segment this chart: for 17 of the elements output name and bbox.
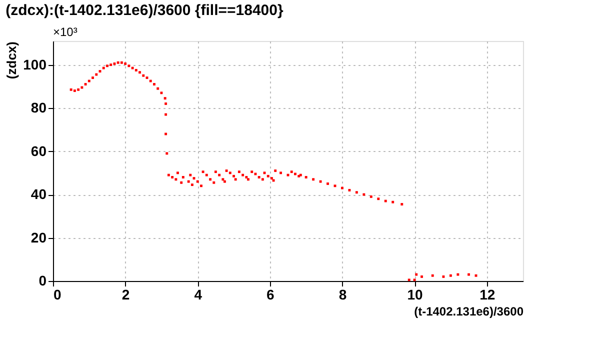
text: ×10³ — [53, 25, 78, 39]
x-tick-label: 12 — [480, 286, 496, 302]
y-tick-label: 80 — [30, 100, 47, 116]
x-tick-label: 2 — [122, 286, 130, 302]
x-tick-label: 8 — [338, 286, 347, 302]
y-axis-title: (zdcx) — [4, 42, 20, 80]
chart-title: (zdcx):(t-1402.131e6)/3600 {fill==18400} — [6, 2, 284, 19]
y-tick-label: 100 — [23, 56, 47, 72]
y-tick-label: 0 — [38, 272, 47, 288]
x-tick-label: 6 — [266, 286, 275, 302]
x-axis-title: (t-1402.131e6)/3600 — [414, 304, 524, 318]
x-tick-label: 10 — [407, 286, 424, 302]
y-tick-label: 60 — [30, 142, 47, 159]
y-tick-label: 20 — [30, 229, 47, 246]
x-tick-label: 0 — [54, 286, 62, 302]
x-tick-label: 4 — [194, 286, 202, 302]
y-tick-label: 40 — [30, 186, 47, 202]
